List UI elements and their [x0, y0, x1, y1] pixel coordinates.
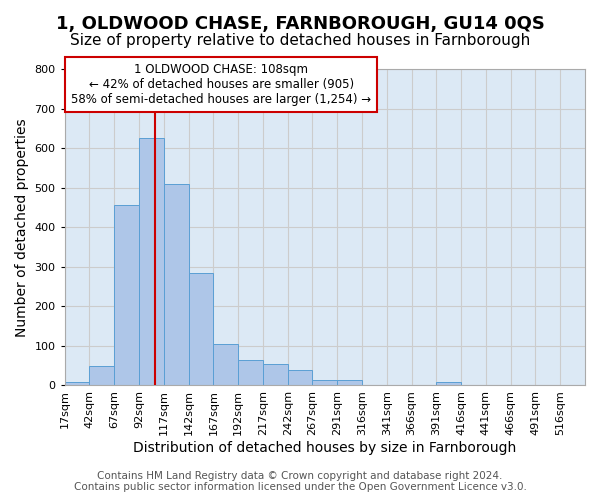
Bar [214, 344, 238, 386]
Text: 1, OLDWOOD CHASE, FARNBOROUGH, GU14 0QS: 1, OLDWOOD CHASE, FARNBOROUGH, GU14 0QS [56, 15, 544, 33]
Text: Contains HM Land Registry data © Crown copyright and database right 2024.
Contai: Contains HM Land Registry data © Crown c… [74, 471, 526, 492]
Y-axis label: Number of detached properties: Number of detached properties [15, 118, 29, 336]
Bar [337, 380, 362, 386]
Bar [139, 138, 164, 386]
Bar [263, 364, 287, 386]
Text: 1 OLDWOOD CHASE: 108sqm
← 42% of detached houses are smaller (905)
58% of semi-d: 1 OLDWOOD CHASE: 108sqm ← 42% of detache… [71, 64, 371, 106]
Bar [287, 370, 313, 386]
Bar [89, 366, 114, 386]
Text: Size of property relative to detached houses in Farnborough: Size of property relative to detached ho… [70, 32, 530, 48]
X-axis label: Distribution of detached houses by size in Farnborough: Distribution of detached houses by size … [133, 441, 517, 455]
Bar [164, 184, 188, 386]
Bar [114, 206, 139, 386]
Bar [238, 360, 263, 386]
Bar [65, 382, 89, 386]
Bar [313, 380, 337, 386]
Bar [188, 272, 214, 386]
Bar [436, 382, 461, 386]
